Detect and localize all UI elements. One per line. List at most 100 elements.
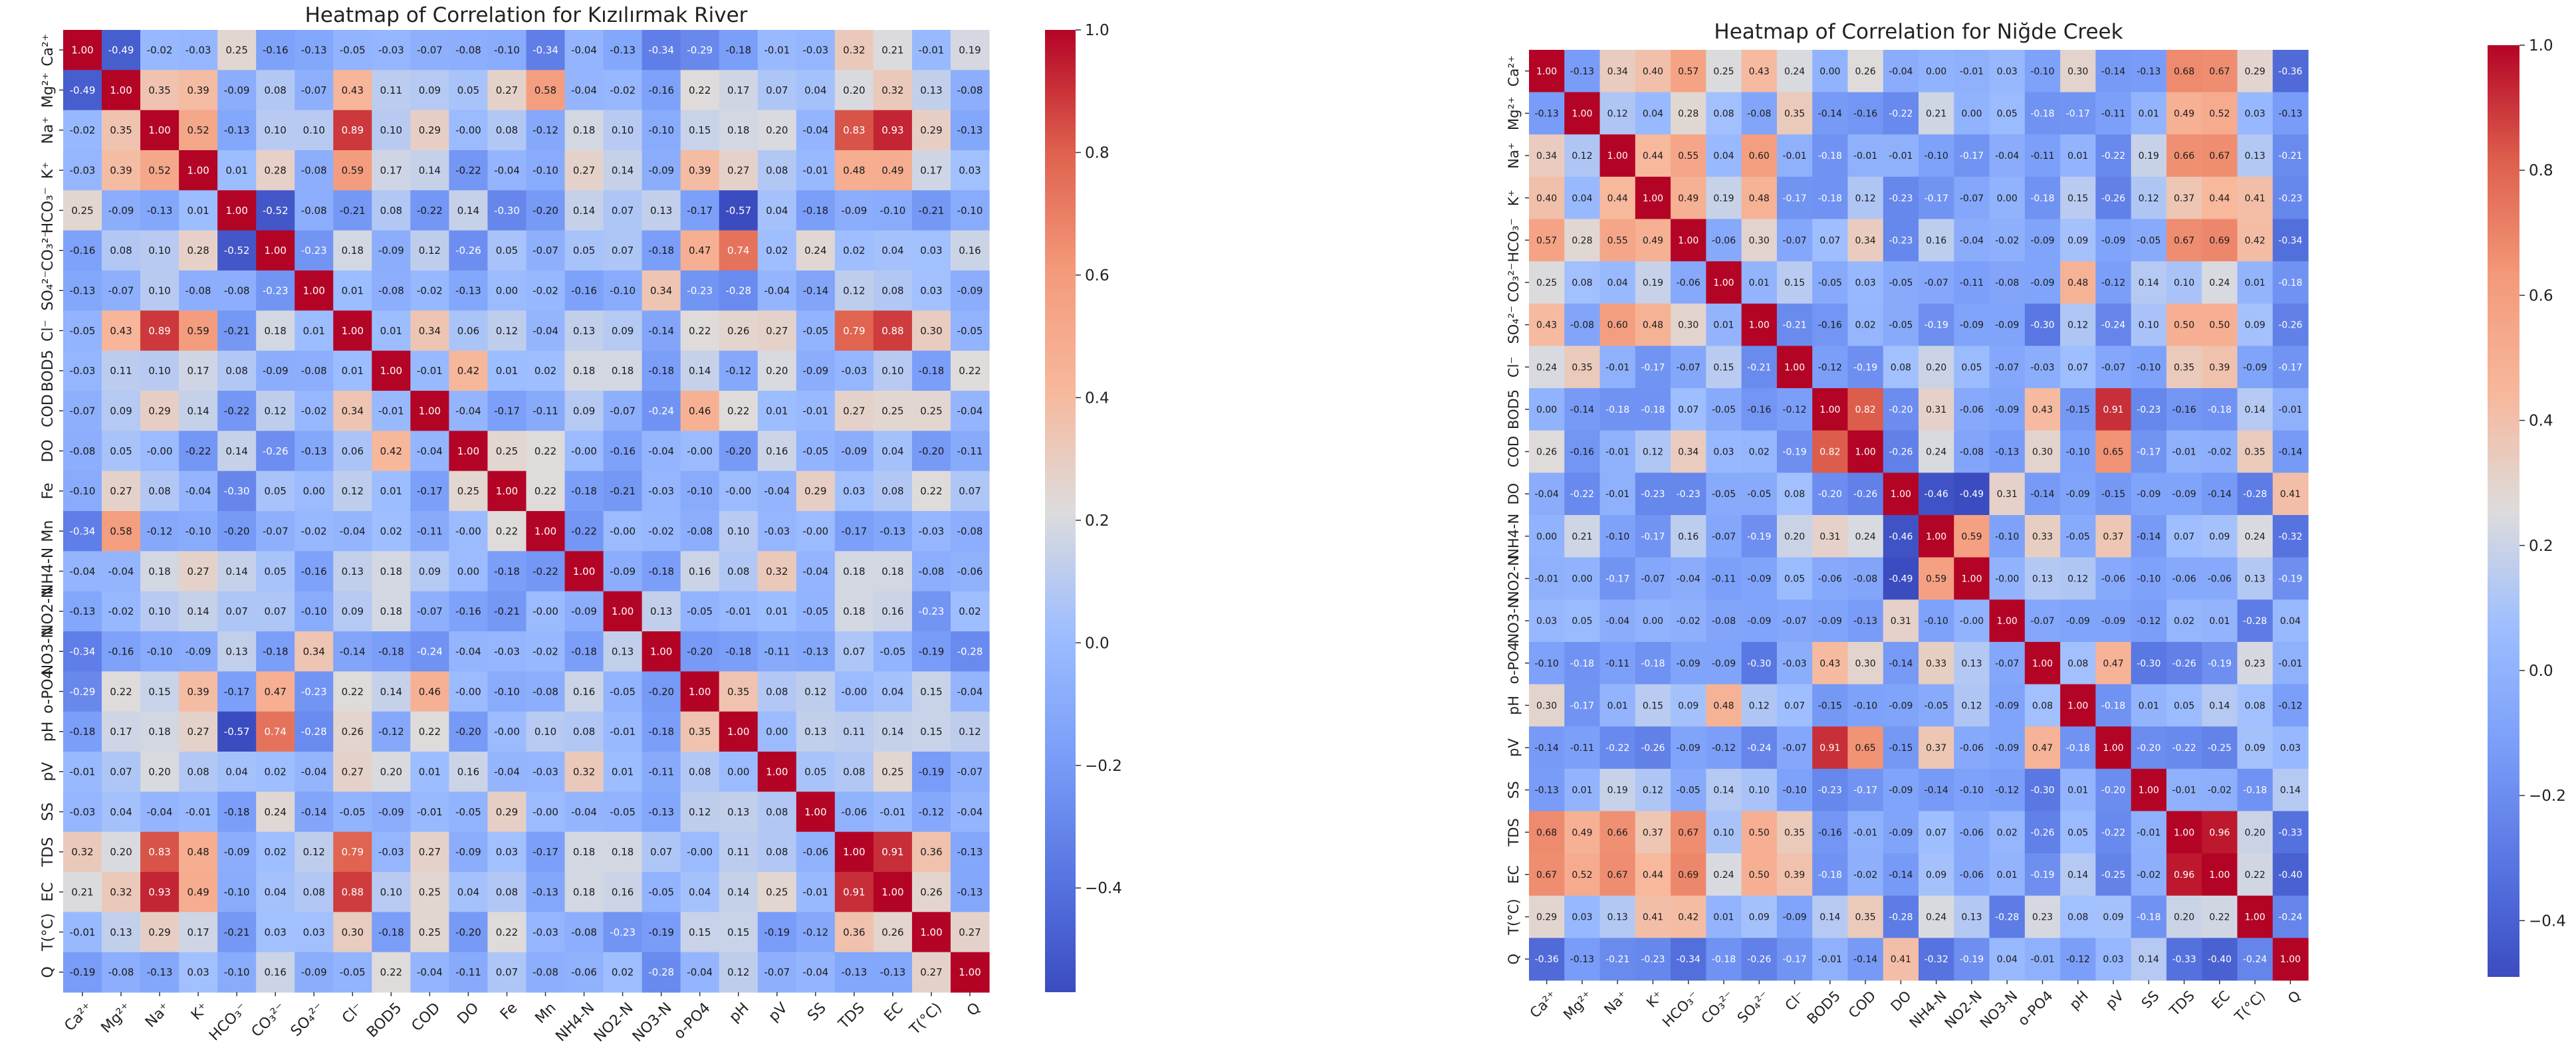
cell-value-label: 0.35 (1784, 827, 1805, 838)
heatmap-cell (603, 831, 643, 873)
cell-value-label: -0.09 (841, 445, 867, 457)
cell-value-label: 0.02 (265, 766, 287, 778)
heatmap-cell (1812, 599, 1849, 643)
heatmap-cell (410, 551, 450, 592)
cell-value-label: -0.09 (455, 846, 481, 858)
cell-value-label: -0.01 (802, 165, 828, 177)
cell-value-label: -0.18 (1712, 954, 1736, 965)
heatmap-cell (1529, 346, 1565, 389)
heatmap-cell (179, 872, 218, 912)
cell-value-label: 0.66 (1607, 827, 1628, 838)
cell-value-label: 0.20 (1784, 532, 1805, 542)
cell-value-label: 1.00 (71, 45, 93, 56)
cell-value-label: -0.17 (1853, 786, 1877, 796)
heatmap-cell (642, 752, 681, 792)
heatmap-cell (372, 671, 411, 712)
cell-value-label: 1.00 (1572, 108, 1592, 119)
cell-value-label: -0.09 (2137, 489, 2161, 500)
heatmap-cell (911, 631, 951, 672)
heatmap-cell (372, 70, 411, 111)
cell-value-label: -0.15 (2066, 405, 2090, 415)
cell-value-label: 0.08 (573, 726, 595, 738)
heatmap-cell (950, 110, 990, 151)
cell-value-label: 0.25 (766, 887, 788, 898)
cell-value-label: -0.09 (1677, 743, 1700, 754)
heatmap-cell (642, 872, 681, 912)
cell-value-label: -0.07 (263, 526, 289, 538)
cell-value-label: -0.22 (532, 566, 558, 578)
heatmap-cell (680, 591, 720, 632)
heatmap-cell (102, 70, 141, 111)
heatmap-cell (1564, 92, 1601, 135)
heatmap-cell (834, 671, 874, 712)
heatmap-cell (719, 471, 759, 512)
heatmap-cell (2095, 768, 2132, 812)
cell-value-label: -0.05 (610, 806, 636, 818)
y-tick-label: BOD5 (1506, 389, 1522, 429)
heatmap-cell (603, 30, 643, 70)
cell-value-label: -0.07 (764, 966, 790, 978)
cell-value-label: 0.32 (71, 846, 93, 858)
cell-value-label: 0.06 (457, 325, 479, 337)
heatmap-cell (796, 912, 836, 953)
cell-value-label: 0.12 (419, 245, 441, 257)
heatmap-cell (410, 471, 450, 512)
cell-value-label: -0.09 (1889, 786, 1913, 796)
cell-value-label: -0.04 (802, 566, 828, 578)
cell-value-label: 0.25 (225, 45, 247, 56)
heatmap-cell (2060, 641, 2096, 685)
cell-value-label: 1.00 (496, 485, 518, 497)
heatmap-cell (680, 752, 720, 792)
cell-value-label: -0.26 (1889, 447, 1913, 458)
cell-value-label: -0.01 (725, 605, 751, 617)
cell-value-label: -0.04 (571, 806, 597, 818)
y-tick-label: pV (40, 762, 57, 782)
heatmap-cell (1847, 557, 1884, 600)
heatmap-cell (2095, 388, 2132, 431)
y-tick-label: K⁺ (1506, 189, 1522, 206)
heatmap-cell (526, 872, 566, 912)
heatmap-cell (1599, 768, 1636, 812)
heatmap-cell (102, 270, 141, 311)
heatmap-cell (2060, 726, 2096, 770)
heatmap-cell (950, 350, 990, 391)
cell-value-label: 0.09 (573, 405, 595, 417)
heatmap-cell (757, 310, 797, 352)
heatmap-cell (449, 270, 489, 311)
heatmap-cell (642, 831, 681, 873)
heatmap-cell (1741, 92, 1778, 135)
cell-value-label: -0.10 (1605, 532, 1629, 542)
cell-value-label: -0.34 (2278, 235, 2302, 246)
heatmap-cell (294, 752, 334, 792)
cell-value-label: 0.49 (881, 165, 903, 177)
cell-value-label: 0.12 (2067, 574, 2088, 584)
heatmap-cell (333, 310, 372, 352)
cell-value-label: 0.52 (2209, 108, 2230, 119)
cell-value-label: -0.01 (1535, 574, 1559, 584)
heatmap-cell (449, 511, 489, 552)
heatmap-cell (217, 190, 257, 231)
heatmap-cell (449, 711, 489, 752)
cell-value-label: -0.06 (1960, 405, 1984, 415)
heatmap-cell (487, 431, 527, 472)
heatmap-cell (796, 671, 836, 712)
heatmap-cell (911, 591, 951, 632)
heatmap-cell (873, 952, 913, 993)
heatmap-cell (1954, 50, 1990, 93)
cell-value-label: -0.01 (70, 926, 96, 938)
heatmap-cell (911, 230, 951, 271)
cell-value-label: -0.24 (2101, 320, 2125, 331)
heatmap-cell (757, 350, 797, 391)
heatmap-cell (372, 30, 411, 70)
heatmap-cell (2202, 811, 2238, 854)
heatmap-cell (2131, 430, 2167, 473)
cell-value-label: -0.22 (417, 205, 443, 217)
heatmap-cell (1564, 472, 1601, 516)
heatmap-cell (1919, 219, 1954, 262)
cell-value-label: 0.00 (1536, 532, 1557, 542)
heatmap-cell (1919, 599, 1954, 643)
heatmap-cell (1919, 50, 1954, 93)
cell-value-label: -0.22 (571, 526, 597, 538)
heatmap-cell (487, 511, 527, 552)
heatmap-cell (1671, 430, 1706, 473)
